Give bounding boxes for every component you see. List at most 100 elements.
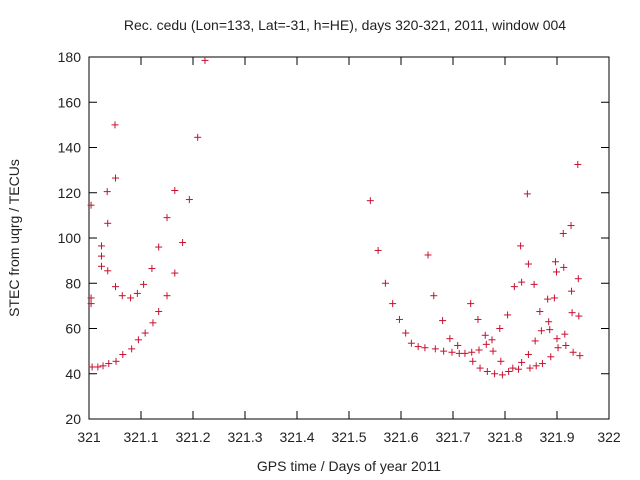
- data-point: [133, 289, 141, 297]
- data-point: [87, 300, 95, 308]
- data-point: [103, 188, 111, 196]
- data-point: [407, 339, 415, 347]
- x-axis-title: GPS time / Days of year 2011: [257, 458, 441, 474]
- x-tick-label: 321.2: [175, 429, 210, 445]
- data-point: [87, 201, 95, 209]
- x-tick-label: 321: [77, 429, 101, 445]
- axis-ticks: [88, 56, 610, 420]
- y-tick-label: 140: [58, 140, 82, 156]
- data-point: [469, 357, 477, 365]
- x-tick-label: 321.5: [331, 429, 366, 445]
- data-point: [569, 348, 577, 356]
- data-point: [574, 160, 582, 168]
- data-point: [474, 315, 482, 323]
- data-point: [163, 214, 171, 222]
- axis-tick-labels: 321 321.1 321.2 321.3 321.4 321.5 321.6 321.7 32…: [58, 49, 621, 445]
- data-point: [112, 283, 120, 291]
- y-tick-label: 80: [65, 275, 81, 291]
- y-tick-label: 40: [65, 366, 81, 382]
- y-tick-label: 180: [58, 49, 82, 65]
- data-point: [105, 360, 113, 368]
- x-tick-label: 321.1: [123, 429, 158, 445]
- data-point: [430, 292, 438, 300]
- data-point: [504, 311, 512, 319]
- data-point: [544, 295, 552, 303]
- data-point: [518, 358, 526, 366]
- data-point: [97, 242, 105, 250]
- data-point: [518, 278, 526, 286]
- data-point: [475, 346, 483, 354]
- data-point: [547, 353, 555, 361]
- data-point: [366, 197, 374, 205]
- data-point: [546, 326, 554, 334]
- data-point: [440, 347, 448, 355]
- data-point: [561, 330, 569, 338]
- data-point: [532, 362, 540, 370]
- data-point: [128, 345, 136, 353]
- data-point: [554, 344, 562, 352]
- data-point: [536, 308, 544, 316]
- data-point: [421, 344, 429, 352]
- data-point: [194, 133, 202, 141]
- data-point: [530, 280, 538, 288]
- data-point: [94, 363, 102, 371]
- data-point: [482, 340, 490, 348]
- data-point: [112, 357, 120, 365]
- data-point: [509, 364, 517, 372]
- data-point: [389, 300, 397, 308]
- data-point: [448, 348, 456, 356]
- x-tick-label: 321.3: [227, 429, 262, 445]
- data-point: [538, 360, 546, 368]
- data-point: [171, 186, 179, 194]
- data-point: [515, 365, 523, 373]
- data-point: [550, 294, 558, 302]
- data-point: [148, 265, 156, 273]
- data-point: [140, 280, 148, 288]
- y-axis-title: STEC from uqrg / TECUs: [6, 159, 22, 317]
- data-point: [523, 190, 531, 198]
- data-point: [551, 258, 559, 266]
- data-point: [149, 319, 157, 327]
- data-point: [483, 367, 491, 375]
- data-point: [155, 243, 163, 251]
- data-point: [553, 335, 561, 343]
- y-tick-label: 60: [65, 321, 81, 337]
- y-tick-label: 20: [65, 411, 81, 427]
- data-point: [567, 222, 575, 230]
- data-point: [574, 275, 582, 283]
- data-point: [562, 341, 570, 349]
- data-point: [559, 229, 567, 237]
- data-point: [424, 251, 432, 259]
- data-point: [439, 317, 447, 325]
- data-point: [381, 279, 389, 287]
- data-point: [568, 287, 576, 295]
- data-point: [97, 252, 105, 260]
- data-point: [488, 336, 496, 344]
- data-point: [201, 56, 209, 64]
- x-tick-label: 321.6: [383, 429, 418, 445]
- x-tick-label: 322: [597, 429, 621, 445]
- data-point: [468, 348, 476, 356]
- y-tick-label: 100: [58, 230, 82, 246]
- data-point: [489, 347, 497, 355]
- data-point: [185, 196, 193, 204]
- data-point: [171, 269, 179, 277]
- data-point: [497, 357, 505, 365]
- data-point: [431, 345, 439, 353]
- data-point: [560, 263, 568, 271]
- data-point: [104, 267, 112, 275]
- data-point: [505, 367, 513, 375]
- data-point: [111, 121, 119, 129]
- data-point: [476, 364, 484, 372]
- data-point: [134, 336, 142, 344]
- data-points: [87, 56, 584, 379]
- data-point: [498, 371, 506, 379]
- data-point: [491, 370, 499, 378]
- data-point: [531, 337, 539, 345]
- chart-title: Rec. cedu (Lon=133, Lat=-31, h=HE), days…: [124, 17, 566, 33]
- data-point: [402, 329, 410, 337]
- data-point: [524, 351, 532, 359]
- data-point: [454, 341, 462, 349]
- x-tick-label: 321.7: [435, 429, 470, 445]
